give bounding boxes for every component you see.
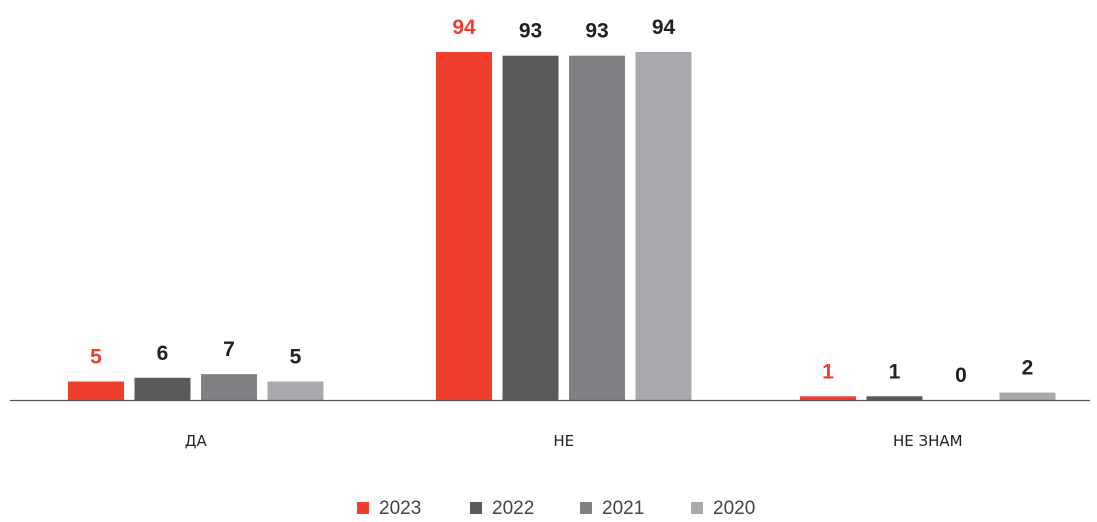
legend-swatch-2023 [357, 502, 369, 514]
bar-не-знам-2022 [866, 396, 923, 400]
category-label-да: ДА [185, 432, 208, 450]
value-labels-group: 5 6 7 5 94 93 93 94 1 1 0 2 [90, 16, 1033, 387]
category-label-не-знам: НЕ ЗНАМ [893, 432, 963, 450]
value-label-не-2023: 94 [452, 16, 476, 39]
legend-swatch-2021 [580, 502, 592, 514]
legend: 2023 2022 2021 2020 [357, 498, 755, 519]
bar-не-2021 [569, 55, 625, 401]
value-label-не-2020: 94 [652, 16, 676, 39]
legend-label-2023: 2023 [379, 498, 421, 519]
legend-label-2020: 2020 [713, 498, 755, 519]
bar-да-2021 [201, 374, 257, 400]
bar-не-2022 [502, 55, 559, 401]
legend-swatch-2022 [470, 502, 482, 514]
value-label-не-2021: 93 [585, 20, 608, 43]
bar-да-2022 [134, 377, 191, 400]
value-label-не-знам-2020: 2 [1022, 357, 1034, 380]
value-label-да-2022: 6 [157, 342, 169, 365]
value-label-не-знам-2023: 1 [822, 360, 834, 383]
bars-group [68, 52, 1056, 401]
bar-да-2023 [68, 381, 124, 400]
bar-не-знам-2020 [999, 392, 1056, 400]
bar-не-2020 [635, 52, 692, 400]
legend-label-2021: 2021 [602, 498, 644, 519]
value-label-не-2022: 93 [519, 20, 542, 43]
value-label-да-2020: 5 [290, 345, 302, 368]
bar-да-2020 [267, 381, 324, 400]
category-label-не: НЕ [553, 432, 574, 450]
legend-swatch-2020 [691, 502, 703, 514]
legend-label-2022: 2022 [492, 498, 534, 519]
value-label-не-знам-2021: 0 [955, 364, 967, 387]
bar-не-2023 [436, 52, 492, 400]
value-label-не-знам-2022: 1 [889, 360, 901, 383]
bar-не-знам-2023 [800, 396, 856, 400]
category-labels-group: ДА НЕ НЕ ЗНАМ [185, 432, 963, 450]
value-label-да-2023: 5 [90, 345, 102, 368]
value-label-да-2021: 7 [223, 338, 235, 361]
